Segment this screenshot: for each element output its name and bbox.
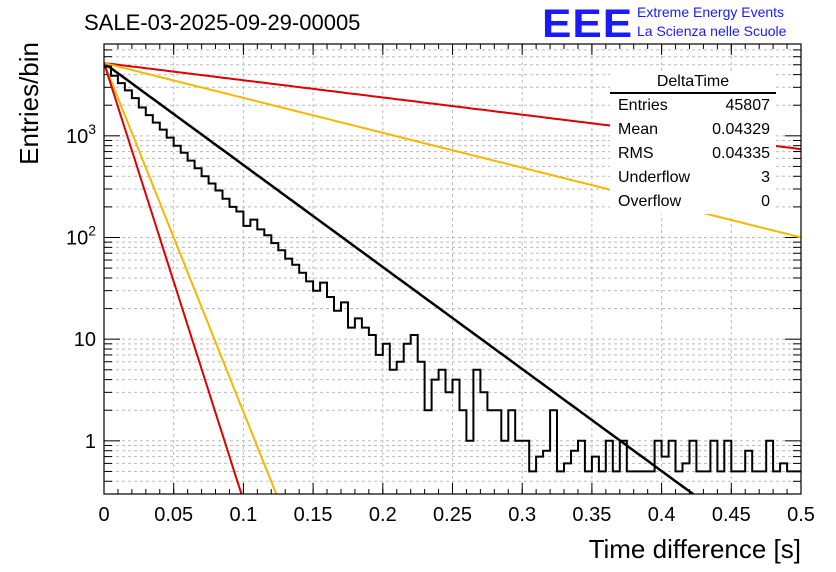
curve-red-fast: [104, 62, 243, 494]
logo-line-1: Extreme Energy Events: [637, 4, 785, 20]
x-axis-label: Time difference [s]: [589, 534, 801, 564]
stats-label: Mean: [618, 121, 659, 138]
stats-box: DeltaTime Entries 45807 Mean 0.04329 RMS…: [610, 72, 776, 214]
y-tick-label: 103: [66, 121, 96, 148]
run-title: SALE-03-2025-09-29-00005: [84, 10, 361, 35]
curve-fit: [104, 61, 696, 494]
x-tick-label: 0.45: [712, 504, 751, 526]
stats-row-underflow: Underflow 3: [610, 166, 776, 190]
x-tick-label: 0.5: [787, 504, 815, 526]
x-tick-label: 0.35: [572, 504, 611, 526]
stats-value: 0.04335: [712, 145, 770, 162]
x-tick-label: 0.4: [648, 504, 676, 526]
stats-title: DeltaTime: [610, 72, 776, 94]
x-tick-label: 0.2: [369, 504, 397, 526]
stats-label: Underflow: [618, 169, 691, 186]
stats-row-overflow: Overflow 0: [610, 190, 776, 214]
stats-row-rms: RMS 0.04335: [610, 142, 776, 166]
plot-frame: [103, 43, 802, 495]
x-tick-label: 0.25: [433, 504, 472, 526]
stats-value: 45807: [725, 97, 771, 114]
stats-value: 0.04329: [712, 121, 770, 138]
y-tick-label: 10: [74, 329, 96, 351]
stats-label: Entries: [618, 97, 668, 114]
y-axis-label: Entries/bin: [14, 42, 44, 165]
curve-yellow-fast: [104, 62, 278, 494]
y-tick-label: 1: [85, 431, 96, 453]
eee-logo: EEE: [542, 2, 634, 47]
y-tick-label: 102: [66, 222, 96, 249]
x-tick-label: 0: [98, 504, 109, 526]
histogram-bins: [104, 65, 801, 473]
stats-row-entries: Entries 45807: [610, 94, 776, 118]
stats-value: 0: [761, 193, 770, 210]
axis-labels-layer: 0 0.05 0.1 0.15 0.2 0.25 0.3 0.35 0.4 0.45 0.5 1 10 1…: [14, 42, 815, 564]
grid-layer: [104, 43, 801, 495]
x-tick-label: 0.05: [154, 504, 193, 526]
logo-line-2: La Scienza nelle Scuole: [637, 23, 787, 39]
stats-label: Overflow: [618, 193, 682, 210]
stats-row-mean: Mean 0.04329: [610, 118, 776, 142]
histogram-layer: [104, 65, 801, 473]
stats-label: RMS: [618, 145, 654, 162]
x-tick-label: 0.1: [229, 504, 257, 526]
stats-value: 3: [761, 169, 770, 186]
x-tick-label: 0.15: [294, 504, 333, 526]
x-tick-label: 0.3: [508, 504, 536, 526]
